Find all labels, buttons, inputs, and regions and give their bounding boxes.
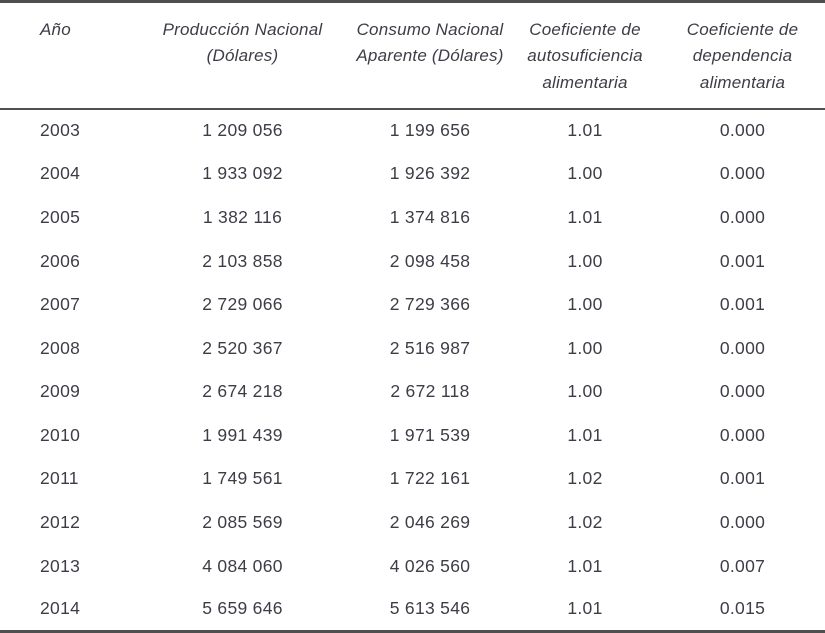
- cell-produccion-nacional: 1 209 056: [202, 120, 283, 141]
- cell-consumo-nacional: 2 729 366: [389, 294, 471, 315]
- cell-coef-dependencia: 0.000: [719, 120, 766, 141]
- cell-coef-autosuficiencia: 1.01: [567, 555, 603, 576]
- cell-coef-autosuficiencia: 1.00: [567, 163, 603, 184]
- cell-consumo-nacional: 2 516 987: [389, 337, 471, 358]
- cell-coef-dependencia: 0.007: [719, 555, 766, 576]
- cell-year: 2005: [40, 206, 81, 227]
- cell-coef-autosuficiencia: 1.00: [567, 381, 603, 402]
- cell-consumo-nacional: 2 046 269: [389, 511, 471, 532]
- cell-consumo-nacional: 2 672 118: [390, 381, 470, 402]
- table-row: 2009 2 674 218 2 672 118 1.00 0.000: [0, 370, 825, 414]
- table-row: 2013 4 084 060 4 026 560 1.01 0.007: [0, 544, 825, 588]
- cell-coef-dependencia: 0.001: [719, 468, 766, 489]
- cell-year: 2004: [40, 163, 81, 184]
- cell-coef-autosuficiencia: 1.02: [567, 511, 603, 532]
- cell-coef-autosuficiencia: 1.00: [567, 337, 603, 358]
- table-row: 2007 2 729 066 2 729 366 1.00 0.001: [0, 283, 825, 327]
- cell-year: 2006: [40, 250, 81, 271]
- cell-consumo-nacional: 2 098 458: [389, 250, 471, 271]
- cell-produccion-nacional: 2 103 858: [202, 250, 283, 271]
- header-coef-dependencia: Coeficiente de dependencia alimentaria: [660, 1, 825, 110]
- header-produccion-nacional: Producción Nacional (Dólares): [135, 1, 350, 110]
- cell-year: 2007: [40, 294, 81, 315]
- header-row: Año Producción Nacional (Dólares) Consum…: [0, 1, 825, 110]
- cell-coef-dependencia: 0.001: [719, 294, 766, 315]
- header-anio: Año: [0, 1, 135, 110]
- table-row: 2006 2 103 858 2 098 458 1.00 0.001: [0, 239, 825, 283]
- cell-year: 2003: [40, 120, 81, 141]
- cell-year: 2012: [40, 511, 81, 532]
- cell-coef-autosuficiencia: 1.01: [567, 598, 603, 619]
- cell-coef-autosuficiencia: 1.01: [567, 206, 603, 227]
- cell-produccion-nacional: 1 749 561: [202, 468, 283, 489]
- cell-coef-dependencia: 0.000: [719, 337, 766, 358]
- cell-produccion-nacional: 2 085 569: [202, 511, 283, 532]
- cell-year: 2014: [40, 598, 81, 619]
- table-row: 2012 2 085 569 2 046 269 1.02 0.000: [0, 501, 825, 545]
- cell-produccion-nacional: 2 729 066: [202, 294, 283, 315]
- header-coef-autosuficiencia: Coeficiente de autosuficiencia alimentar…: [510, 1, 660, 110]
- cell-coef-dependencia: 0.000: [719, 511, 766, 532]
- cell-consumo-nacional: 1 199 656: [389, 120, 471, 141]
- table-body: 2003 1 209 056 1 199 656 1.01 0.000 2004 1 933…: [0, 109, 825, 632]
- header-anio-label: Año: [40, 20, 71, 39]
- cell-consumo-nacional: 1 722 161: [389, 468, 471, 489]
- cell-coef-dependencia: 0.000: [719, 381, 766, 402]
- cell-coef-dependencia: 0.000: [719, 163, 766, 184]
- cell-coef-autosuficiencia: 1.01: [567, 120, 603, 141]
- table-header: Año Producción Nacional (Dólares) Consum…: [0, 1, 825, 110]
- cell-consumo-nacional: 5 613 546: [389, 598, 471, 619]
- cell-consumo-nacional: 1 374 816: [389, 206, 471, 227]
- cell-year: 2009: [40, 381, 81, 402]
- cell-coef-autosuficiencia: 1.00: [567, 250, 603, 271]
- cell-coef-autosuficiencia: 1.00: [567, 294, 603, 315]
- cell-produccion-nacional: 5 659 646: [202, 598, 283, 619]
- table-row: 2004 1 933 092 1 926 392 1.00 0.000: [0, 152, 825, 196]
- cell-produccion-nacional: 1 933 092: [202, 163, 283, 184]
- table-row: 2003 1 209 056 1 199 656 1.01 0.000: [0, 109, 825, 153]
- cell-year: 2010: [40, 424, 81, 445]
- cell-year: 2013: [40, 555, 81, 576]
- cell-coef-dependencia: 0.001: [719, 250, 766, 271]
- table-row: 2014 5 659 646 5 613 546 1.01 0.015: [0, 588, 825, 632]
- header-consumo-nacional: Consumo Nacional Aparente (Dólares): [350, 1, 510, 110]
- cell-coef-dependencia: 0.015: [719, 598, 766, 619]
- cell-produccion-nacional: 2 520 367: [202, 337, 283, 358]
- cell-consumo-nacional: 4 026 560: [389, 555, 471, 576]
- table-row: 2010 1 991 439 1 971 539 1.01 0.000: [0, 414, 825, 458]
- cell-coef-autosuficiencia: 1.02: [567, 468, 603, 489]
- cell-year: 2008: [40, 337, 81, 358]
- cell-consumo-nacional: 1 926 392: [389, 163, 471, 184]
- cell-produccion-nacional: 2 674 218: [202, 381, 283, 402]
- table-row: 2008 2 520 367 2 516 987 1.00 0.000: [0, 326, 825, 370]
- cell-consumo-nacional: 1 971 539: [389, 424, 471, 445]
- cell-coef-autosuficiencia: 1.01: [567, 424, 603, 445]
- table-row: 2011 1 749 561 1 722 161 1.02 0.001: [0, 457, 825, 501]
- cell-produccion-nacional: 1 991 439: [202, 424, 283, 445]
- cell-produccion-nacional: 4 084 060: [202, 555, 283, 576]
- cell-coef-dependencia: 0.000: [719, 206, 766, 227]
- cell-coef-dependencia: 0.000: [719, 424, 766, 445]
- table-row: 2005 1 382 116 1 374 816 1.01 0.000: [0, 196, 825, 240]
- cell-produccion-nacional: 1 382 116: [202, 206, 283, 227]
- cell-year: 2011: [40, 468, 79, 489]
